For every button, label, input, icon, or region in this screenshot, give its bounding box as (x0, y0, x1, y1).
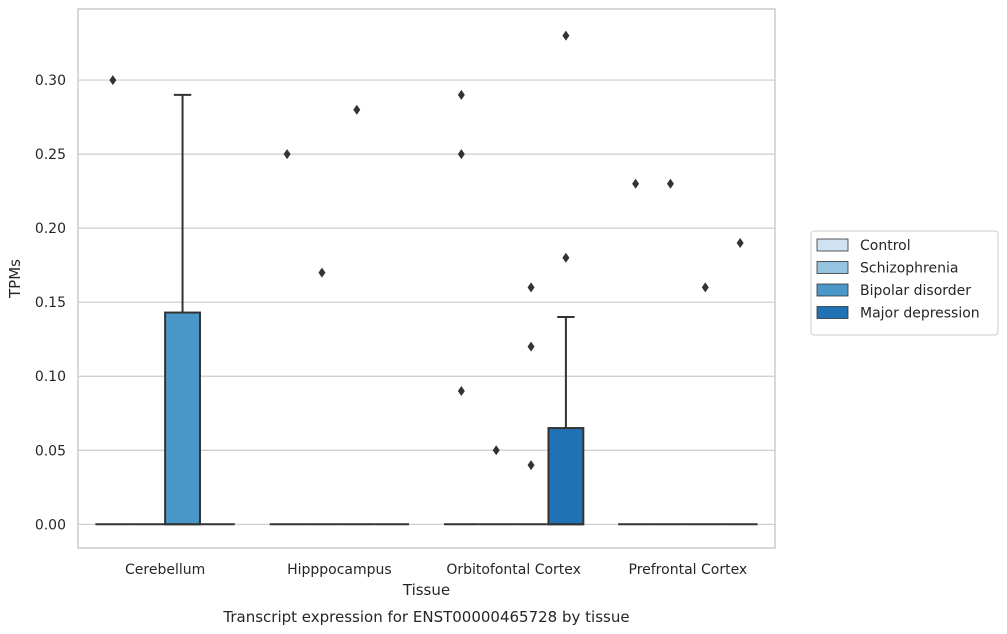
outlier-point (492, 445, 500, 456)
box-schizophrenia (304, 267, 340, 526)
y-tick-label: 0.20 (35, 221, 66, 237)
box-control (269, 149, 305, 526)
box-bipolar-disorder (339, 104, 375, 526)
outlier-point (562, 252, 570, 263)
y-tick-label: 0.15 (35, 295, 66, 311)
x-tick-label: Prefrontal Cortex (629, 562, 748, 578)
x-tick-label: Cerebellum (125, 562, 205, 578)
outlier-point (527, 460, 535, 471)
box-bipolar-disorder (513, 282, 549, 526)
box-body (547, 427, 585, 526)
box-bipolar-disorder (164, 93, 201, 526)
box-control (618, 178, 654, 526)
box-bipolar-disorder (687, 282, 723, 526)
y-axis-title: TPMs (6, 259, 24, 299)
legend: Control Schizophrenia Bipolar disorder Majo… (810, 230, 999, 336)
outlier-point (318, 267, 326, 278)
box-major-depression (547, 30, 585, 526)
box-series (95, 30, 758, 526)
legend-frame (810, 230, 999, 336)
box-schizophrenia (653, 178, 688, 526)
legend-label: Schizophrenia (860, 261, 958, 277)
legend-swatch (816, 306, 849, 319)
box-schizophrenia (478, 445, 514, 526)
outlier-point (701, 282, 709, 293)
outlier-point (666, 178, 674, 189)
outlier-point (736, 237, 744, 248)
legend-label: Control (860, 238, 911, 254)
y-tick-label: 0.25 (35, 147, 66, 163)
x-tick-label: Hipppocampus (287, 562, 392, 578)
outlier-point (283, 149, 291, 160)
legend-label: Major depression (860, 306, 980, 322)
y-tick-label: 0.30 (35, 73, 66, 89)
chart-caption: Transcript expression for ENST0000046572… (222, 608, 629, 626)
outlier-point (527, 282, 535, 293)
plot-frame (77, 8, 776, 549)
outlier-point (109, 75, 117, 86)
y-tick-labels: 0.00 0.05 0.10 0.15 0.20 0.25 0.30 (35, 73, 66, 533)
box-control (443, 89, 479, 526)
outlier-point (353, 104, 361, 115)
outlier-point (632, 178, 640, 189)
y-tick-label: 0.10 (35, 369, 66, 385)
outlier-point (457, 386, 465, 397)
y-tick-label: 0.05 (35, 443, 66, 459)
x-tick-labels: Cerebellum Hipppocampus Orbitofontal Corte… (125, 562, 747, 578)
box-body (164, 311, 201, 526)
legend-swatch (816, 283, 849, 297)
x-tick-label: Orbitofontal Cortex (446, 562, 581, 578)
outlier-point (527, 341, 535, 352)
legend-label: Bipolar disorder (860, 283, 971, 299)
legend-swatch (816, 238, 849, 252)
y-tick-label: 0.00 (35, 517, 66, 533)
outlier-point (457, 149, 465, 160)
box-major-depression (722, 237, 758, 526)
outlier-point (457, 89, 465, 100)
legend-swatch (816, 261, 849, 274)
box-control (95, 75, 131, 526)
x-axis-title: Tissue (402, 581, 450, 599)
outlier-point (562, 30, 570, 41)
